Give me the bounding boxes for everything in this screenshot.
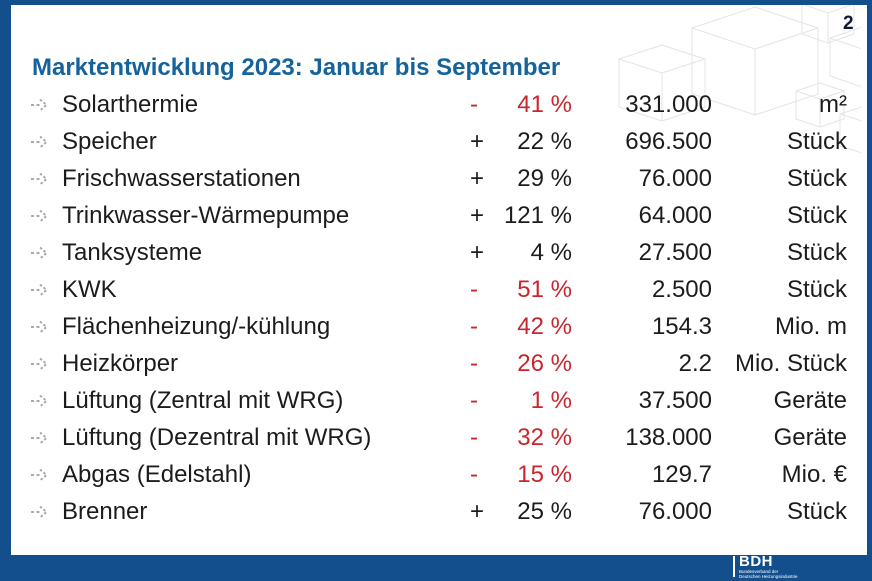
row-label: Trinkwasser-Wärmepumpe [62,201,350,229]
table-row: Lüftung (Zentral mit WRG) - 1 % 37.500 G… [30,382,847,419]
row-label: Speicher [62,127,157,155]
table-row: Speicher + 22 % 696.500 Stück [30,123,847,160]
row-sign: - [470,349,478,377]
row-value: 2.2 [678,349,712,377]
row-unit: Stück [786,497,847,525]
footer-bar: BDH Bundesverband der Deutschen Heizungs… [0,553,872,581]
row-percent: 121 % [503,201,572,229]
row-sign: + [470,238,485,266]
table-row: Flächenheizung/-kühlung - 42 % 154.3 Mio… [30,308,847,345]
row-unit: Stück [786,275,847,303]
frame-border-left [0,0,11,581]
row-unit: Mio. Stück [734,349,847,377]
row-sign: - [470,386,478,414]
row-value: 64.000 [638,201,712,229]
row-label: Tanksysteme [62,238,203,266]
row-value: 696.500 [625,127,712,155]
row-value: 138.000 [625,423,712,451]
table-row: Frischwasserstationen + 29 % 76.000 Stüc… [30,160,847,197]
row-unit: Stück [786,127,847,155]
row-unit: Stück [786,238,847,266]
row-percent: 22 % [517,127,572,155]
dashed-arrow-icon [30,98,62,112]
dashed-arrow-icon [30,135,62,149]
row-label: Solarthermie [62,90,199,118]
dashed-arrow-icon [30,431,62,445]
dashed-arrow-icon [30,172,62,186]
market-table: Solarthermie - 41 % 331.000 m² Speicher … [30,86,847,530]
row-value: 129.7 [651,460,712,488]
row-sign: + [470,127,485,155]
row-unit: Geräte [773,423,847,451]
row-sign: - [470,90,478,118]
table-row: Trinkwasser-Wärmepumpe + 121 % 64.000 St… [30,197,847,234]
row-percent: 32 % [517,423,572,451]
dashed-arrow-icon [30,394,62,408]
row-unit: Stück [786,201,847,229]
row-percent: 51 % [517,275,572,303]
row-sign: + [470,497,485,525]
dashed-arrow-icon [30,468,62,482]
row-label: Abgas (Edelstahl) [62,460,252,488]
row-label: Flächenheizung/-kühlung [62,312,331,340]
bdh-logo: BDH Bundesverband der Deutschen Heizungs… [733,553,798,579]
row-value: 37.500 [638,386,712,414]
row-sign: - [470,423,478,451]
row-sign: + [470,164,485,192]
row-percent: 42 % [517,312,572,340]
row-label: Lüftung (Zentral mit WRG) [62,386,344,414]
cubes-decoration [618,5,861,154]
dashed-arrow-icon [30,246,62,260]
row-percent: 4 % [530,238,572,266]
row-unit: Stück [786,164,847,192]
table-row: Lüftung (Dezentral mit WRG) - 32 % 138.0… [30,419,847,456]
table-row: KWK - 51 % 2.500 Stück [30,271,847,308]
table-row: Brenner + 25 % 76.000 Stück [30,493,847,530]
table-row: Abgas (Edelstahl) - 15 % 129.7 Mio. € [30,456,847,493]
row-sign: + [470,201,485,229]
dashed-arrow-icon [30,505,62,519]
frame-border-top [0,0,872,5]
slide-title: Marktentwicklung 2023: Januar bis Septem… [32,54,561,81]
row-percent: 26 % [517,349,572,377]
bdh-logo-text-block: BDH Bundesverband der Deutschen Heizungs… [739,553,798,579]
row-unit: Mio. m [775,312,847,340]
row-unit: m² [819,90,847,118]
row-label: Lüftung (Dezentral mit WRG) [62,423,372,451]
row-unit: Mio. € [781,460,847,488]
row-value: 27.500 [638,238,712,266]
row-percent: 41 % [517,90,572,118]
row-label: Brenner [62,497,148,525]
table-row: Tanksysteme + 4 % 27.500 Stück [30,234,847,271]
page-number: 2 [843,13,854,34]
row-value: 154.3 [651,312,712,340]
row-label: Frischwasserstationen [62,164,301,192]
row-unit: Geräte [773,386,847,414]
row-value: 76.000 [638,497,712,525]
row-value: 2.500 [651,275,712,303]
table-row: Solarthermie - 41 % 331.000 m² [30,86,847,123]
bdh-logo-rule [733,556,735,577]
dashed-arrow-icon [30,357,62,371]
row-value: 76.000 [638,164,712,192]
frame-border-right [867,0,872,581]
row-label: KWK [62,275,117,303]
table-row: Heizkörper - 26 % 2.2 Mio. Stück [30,345,847,382]
dashed-arrow-icon [30,320,62,334]
row-sign: - [470,312,478,340]
bdh-logo-subtext: Bundesverband der Deutschen Heizungsindu… [739,569,798,579]
row-value: 331.000 [625,90,712,118]
row-label: Heizkörper [62,349,179,377]
bdh-logo-name: BDH [739,553,773,570]
dashed-arrow-icon [30,283,62,297]
dashed-arrow-icon [30,209,62,223]
row-percent: 15 % [517,460,572,488]
row-percent: 25 % [517,497,572,525]
row-percent: 29 % [517,164,572,192]
row-sign: - [470,275,478,303]
row-sign: - [470,460,478,488]
row-percent: 1 % [530,386,572,414]
